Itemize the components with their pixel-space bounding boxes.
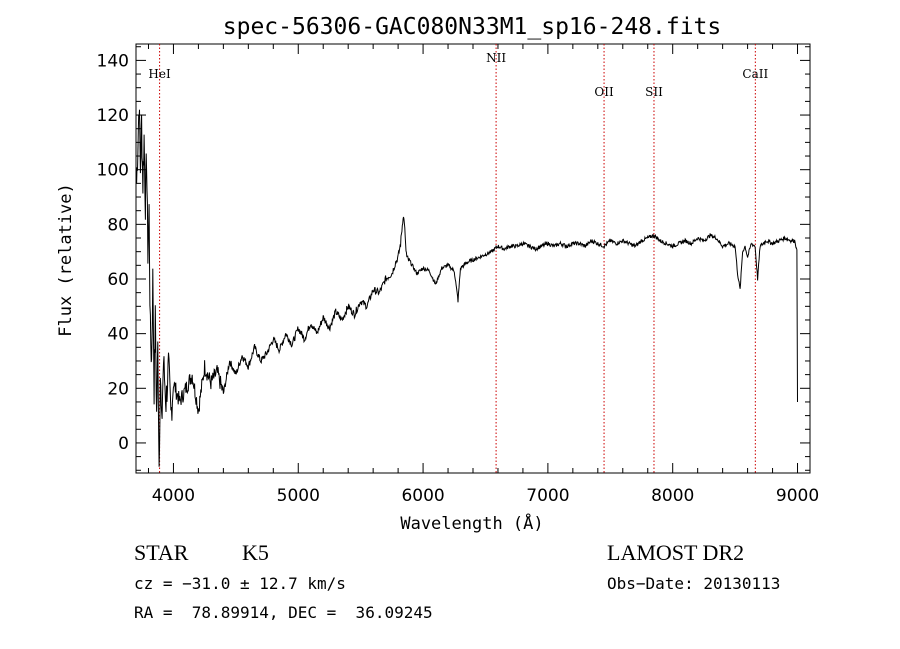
plot-area: 4000 5000 6000 7000 8000 9000 0 20 40 60 80 100 120 1… <box>97 43 819 506</box>
x-tick-label: 8000 <box>651 486 694 506</box>
y-tick-label: 20 <box>107 379 129 399</box>
ra-dec-coordinates: RA = 78.89914, DEC = 36.09245 <box>134 603 433 622</box>
y-axis-label: Flux (relative) <box>56 183 76 337</box>
spectral-line-label: HeI <box>148 67 171 81</box>
spectral-line-label: NII <box>486 51 506 65</box>
spectral-line-label: SII <box>645 85 663 99</box>
spectral-line-label: CaII <box>742 67 768 81</box>
x-tick-label: 4000 <box>152 486 195 506</box>
redshift-cz: cz = −31.0 ± 12.7 km/s <box>134 574 346 593</box>
x-tick-label: 7000 <box>526 486 569 506</box>
y-tick-label: 120 <box>97 106 129 126</box>
x-axis-label: Wavelength (Å) <box>400 512 543 534</box>
y-tick-label: 100 <box>97 161 129 181</box>
survey-name: LAMOST DR2 <box>607 540 745 565</box>
observation-date: Obs−Date: 20130113 <box>607 574 781 593</box>
x-tick-label: 6000 <box>401 486 444 506</box>
spectrum-series-line <box>136 109 798 467</box>
y-tick-label: 0 <box>118 434 129 454</box>
y-tick-label: 40 <box>107 325 129 345</box>
plot-frame <box>135 43 811 474</box>
y-tick-label: 60 <box>107 270 129 290</box>
object-subclass: K5 <box>242 540 269 565</box>
object-class: STAR <box>134 540 189 565</box>
y-tick-label: 80 <box>107 215 129 235</box>
y-tick-label: 140 <box>97 51 129 71</box>
x-tick-label: 5000 <box>277 486 320 506</box>
chart-title: spec-56306-GAC080N33M1_sp16-248.fits <box>223 14 722 40</box>
spectral-line-label: OII <box>594 85 614 99</box>
x-tick-label: 9000 <box>776 486 819 506</box>
